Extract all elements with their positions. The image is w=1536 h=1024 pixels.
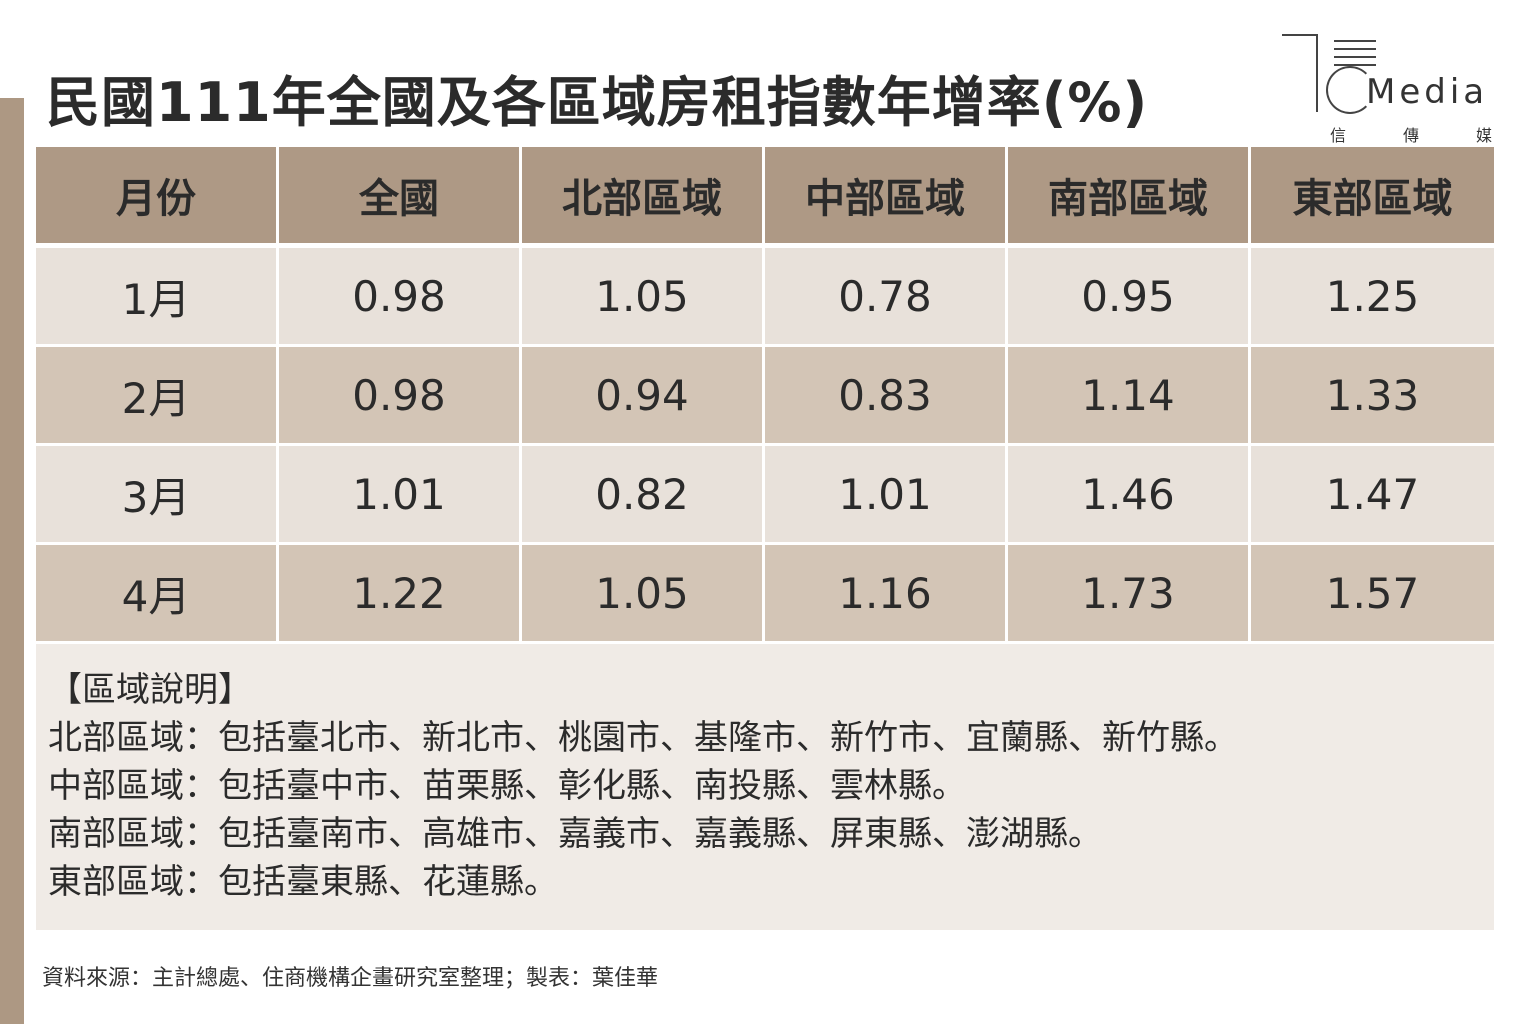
table-cell: 4月 [36, 545, 279, 641]
header-cell: 全國 [279, 147, 522, 243]
logo-subtitle: 信 傳 媒 [1330, 122, 1492, 146]
table-cell: 1.25 [1325, 271, 1420, 321]
notes-line-south: 南部區域：包括臺南市、高雄市、嘉義市、嘉義縣、屏東縣、澎湖縣。 [48, 814, 1102, 854]
table-row: 4月 1.22 1.05 1.16 1.73 1.57 [36, 545, 1494, 641]
table-cell: 1.33 [1325, 370, 1420, 420]
header-cell: 北部區域 [522, 147, 765, 243]
table-cell: 1.22 [279, 545, 522, 641]
left-accent-bar [0, 98, 24, 1024]
media-logo: Media 信 傳 媒 [1282, 30, 1502, 150]
notes-title: 【區域說明】 [48, 670, 252, 710]
table-cell: 2月 [36, 347, 279, 443]
notes-line-central: 中部區域：包括臺中市、苗栗縣、彰化縣、南投縣、雲林縣。 [48, 766, 966, 806]
table-cell: 0.95 [1008, 248, 1251, 344]
logo-c-icon [1326, 66, 1374, 114]
logo-sub-char: 傳 [1402, 126, 1419, 145]
table-cell: 0.83 [765, 347, 1008, 443]
header-cell: 東部區域 [1292, 176, 1453, 222]
source-credit: 資料來源：主計總處、住商機構企畫研究室整理；製表：葉佳華 [42, 966, 659, 991]
table-cell: 0.94 [522, 347, 765, 443]
table-cell: 1.16 [765, 545, 1008, 641]
notes-line-north: 北部區域：包括臺北市、新北市、桃園市、基隆市、新竹市、宜蘭縣、新竹縣。 [48, 718, 1238, 758]
table-row: 3月 1.01 0.82 1.01 1.46 1.47 [36, 446, 1494, 542]
table-cell: 1.57 [1325, 568, 1420, 618]
table-cell: 1.05 [522, 248, 765, 344]
table-cell: 0.78 [765, 248, 1008, 344]
logo-lines-icon [1334, 40, 1376, 72]
logo-word: Media [1366, 72, 1489, 112]
header-cell: 南部區域 [1008, 147, 1251, 243]
table-cell: 1.73 [1008, 545, 1251, 641]
logo-sub-char: 媒 [1475, 126, 1492, 145]
region-notes: 【區域說明】 北部區域：包括臺北市、新北市、桃園市、基隆市、新竹市、宜蘭縣、新竹… [36, 644, 1494, 930]
page-title: 民國111年全國及各區域房租指數年增率(%) [46, 71, 1149, 134]
table-cell: 0.98 [279, 248, 522, 344]
table-cell: 0.82 [522, 446, 765, 542]
logo-frame-top [1282, 34, 1318, 36]
logo-frame-side [1316, 34, 1318, 112]
table-cell: 1.01 [279, 446, 522, 542]
header-cell: 中部區域 [765, 147, 1008, 243]
rent-index-table: 月份 全國 北部區域 中部區域 南部區域 東部區域 1月 0.98 1.05 0… [36, 147, 1494, 644]
table-header-row: 月份 全國 北部區域 中部區域 南部區域 東部區域 [36, 147, 1494, 243]
table-cell: 1.01 [765, 446, 1008, 542]
logo-sub-char: 信 [1330, 126, 1347, 145]
table-cell: 1.05 [522, 545, 765, 641]
table-cell: 1.47 [1325, 469, 1420, 519]
header-cell: 月份 [36, 147, 279, 243]
table-cell: 0.98 [279, 347, 522, 443]
table-cell: 1.46 [1008, 446, 1251, 542]
notes-line-east: 東部區域：包括臺東縣、花蓮縣。 [48, 862, 558, 902]
table-row: 2月 0.98 0.94 0.83 1.14 1.33 [36, 347, 1494, 443]
table-cell: 1.14 [1008, 347, 1251, 443]
table-row: 1月 0.98 1.05 0.78 0.95 1.25 [36, 248, 1494, 344]
table-cell: 1月 [36, 248, 279, 344]
table-cell: 3月 [36, 446, 279, 542]
